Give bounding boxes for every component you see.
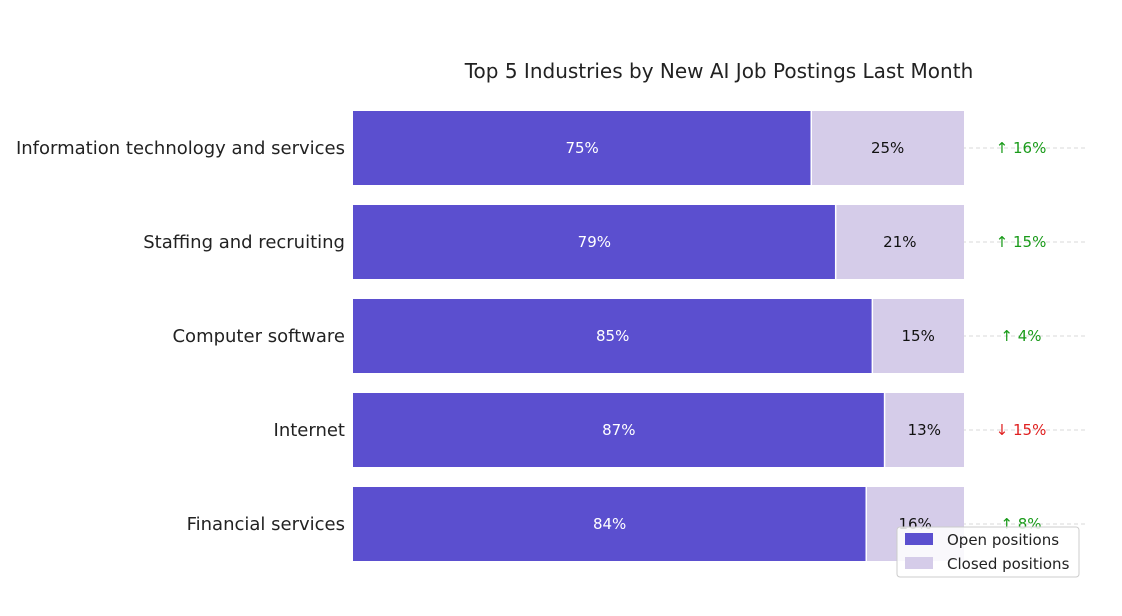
change-label-2: ↑ 4% bbox=[1000, 327, 1041, 345]
open-value-label-1: 79% bbox=[578, 233, 611, 251]
closed-value-label-0: 25% bbox=[871, 139, 904, 157]
open-value-label-0: 75% bbox=[565, 139, 598, 157]
open-value-label-2: 85% bbox=[596, 327, 629, 345]
legend-swatch-open bbox=[905, 533, 933, 545]
closed-value-label-2: 15% bbox=[902, 327, 935, 345]
legend: Open positions Closed positions bbox=[896, 526, 1080, 578]
open-value-label-4: 84% bbox=[593, 515, 626, 533]
bar-closed-1 bbox=[835, 205, 964, 279]
closed-value-label-3: 13% bbox=[908, 421, 941, 439]
bar-open-0 bbox=[353, 111, 812, 185]
bar-open-2 bbox=[353, 299, 873, 373]
change-label-1: ↑ 15% bbox=[996, 233, 1047, 251]
chart-title: Top 5 Industries by New AI Job Postings … bbox=[464, 59, 974, 83]
labels: Information technology and services 75% 25… bbox=[16, 138, 1046, 535]
category-label-4: Financial services bbox=[187, 514, 345, 535]
category-label-3: Internet bbox=[274, 420, 345, 441]
bars bbox=[353, 111, 964, 561]
legend-swatch-closed bbox=[905, 557, 933, 569]
legend-label-open: Open positions bbox=[947, 531, 1059, 549]
bar-open-3 bbox=[353, 393, 885, 467]
category-label-0: Information technology and services bbox=[16, 138, 345, 159]
bar-open-4 bbox=[353, 487, 867, 561]
bar-closed-2 bbox=[872, 299, 964, 373]
bar-closed-0 bbox=[811, 111, 964, 185]
category-label-1: Staffing and recruiting bbox=[143, 232, 345, 253]
legend-box bbox=[896, 526, 1080, 578]
change-label-0: ↑ 16% bbox=[996, 139, 1047, 157]
open-value-label-3: 87% bbox=[602, 421, 635, 439]
bar-open-1 bbox=[353, 205, 836, 279]
closed-value-label-1: 21% bbox=[883, 233, 916, 251]
category-label-2: Computer software bbox=[172, 326, 345, 347]
bar-closed-3 bbox=[884, 393, 964, 467]
change-label-3: ↓ 15% bbox=[996, 421, 1047, 439]
legend-label-closed: Closed positions bbox=[947, 555, 1070, 573]
